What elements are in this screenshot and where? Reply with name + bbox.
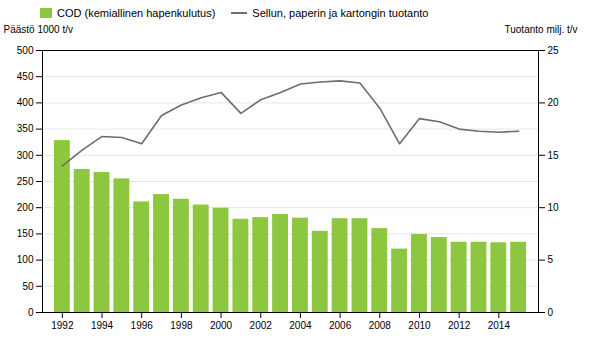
svg-text:10: 10: [548, 202, 560, 213]
svg-text:100: 100: [17, 254, 34, 265]
svg-text:5: 5: [548, 254, 554, 265]
svg-text:350: 350: [17, 123, 34, 134]
svg-text:50: 50: [22, 281, 34, 292]
svg-text:2014: 2014: [488, 320, 511, 331]
svg-text:1998: 1998: [170, 320, 193, 331]
svg-text:400: 400: [17, 97, 34, 108]
svg-text:0: 0: [28, 307, 34, 318]
svg-text:250: 250: [17, 176, 34, 187]
svg-text:1992: 1992: [51, 320, 74, 331]
svg-text:200: 200: [17, 202, 34, 213]
svg-text:2002: 2002: [250, 320, 273, 331]
svg-text:0: 0: [548, 307, 554, 318]
svg-text:2008: 2008: [369, 320, 392, 331]
svg-text:2010: 2010: [408, 320, 431, 331]
html-text:COD (kemiallinen hapenkulutus): COD (kemiallinen hapenkulutus): [57, 7, 216, 19]
svg-text:500: 500: [17, 45, 34, 56]
svg-text:1994: 1994: [91, 320, 114, 331]
svg-text:300: 300: [17, 150, 34, 161]
svg-text:150: 150: [17, 228, 34, 239]
svg-text:2004: 2004: [289, 320, 312, 331]
svg-text:2000: 2000: [210, 320, 233, 331]
svg-text:2012: 2012: [448, 320, 471, 331]
svg-text:25: 25: [548, 45, 560, 56]
html-text:Sellun, paperin ja kartongin t: Sellun, paperin ja kartongin tuotanto: [252, 7, 429, 19]
svg-text:1996: 1996: [131, 320, 154, 331]
svg-text:20: 20: [548, 97, 560, 108]
svg-text:450: 450: [17, 71, 34, 82]
svg-text:2006: 2006: [329, 320, 352, 331]
svg-text:Tuotanto milj. t/v: Tuotanto milj. t/v: [505, 24, 578, 35]
svg-text:15: 15: [548, 150, 560, 161]
svg-text:Päästö 1000 t/v: Päästö 1000 t/v: [4, 24, 74, 35]
